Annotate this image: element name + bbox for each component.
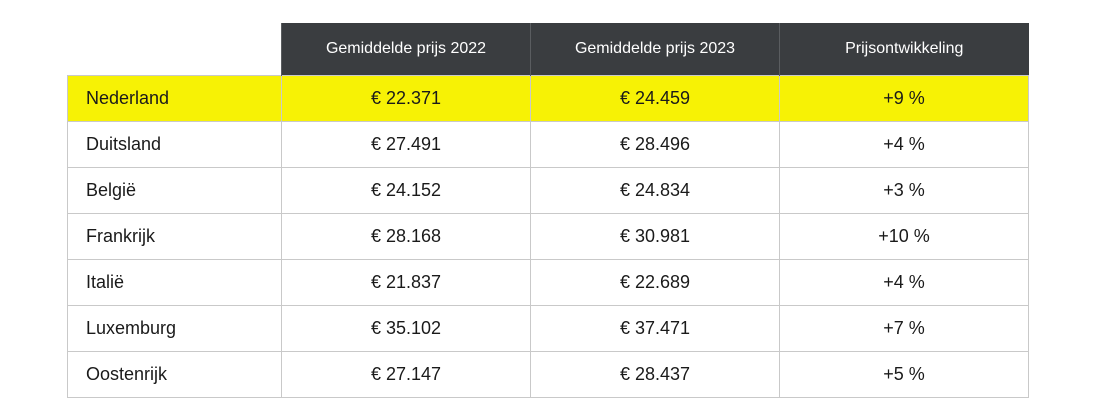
price-comparison-table: Gemiddelde prijs 2022 Gemiddelde prijs 2… (67, 23, 1029, 398)
price-2022-cell: € 21.837 (281, 259, 531, 306)
price-change-cell: +5 % (779, 351, 1029, 398)
price-2023-cell: € 37.471 (530, 305, 780, 352)
table-row: België € 24.152 € 24.834 +3 % (67, 167, 1029, 214)
country-cell: Frankrijk (67, 213, 282, 260)
price-2022-cell: € 27.147 (281, 351, 531, 398)
header-corner-cell (68, 23, 282, 76)
price-2022-cell: € 22.371 (281, 75, 531, 122)
table-body: Nederland € 22.371 € 24.459 +9 % Duitsla… (67, 75, 1029, 398)
price-2022-cell: € 24.152 (281, 167, 531, 214)
table-row: Italië € 21.837 € 22.689 +4 % (67, 259, 1029, 306)
country-cell: Italië (67, 259, 282, 306)
table-row: Oostenrijk € 27.147 € 28.437 +5 % (67, 351, 1029, 398)
price-change-cell: +9 % (779, 75, 1029, 122)
country-cell: Oostenrijk (67, 351, 282, 398)
price-2023-cell: € 30.981 (530, 213, 780, 260)
price-comparison-table-container: Gemiddelde prijs 2022 Gemiddelde prijs 2… (67, 23, 1029, 398)
header-row: Gemiddelde prijs 2022 Gemiddelde prijs 2… (68, 23, 1029, 76)
price-2023-cell: € 24.834 (530, 167, 780, 214)
country-cell: Luxemburg (67, 305, 282, 352)
price-2022-cell: € 28.168 (281, 213, 531, 260)
table-header: Gemiddelde prijs 2022 Gemiddelde prijs 2… (68, 23, 1029, 76)
price-2023-cell: € 28.496 (530, 121, 780, 168)
country-cell: Duitsland (67, 121, 282, 168)
price-change-cell: +10 % (779, 213, 1029, 260)
header-price-2023: Gemiddelde prijs 2023 (530, 23, 780, 76)
header-price-2022: Gemiddelde prijs 2022 (281, 23, 531, 76)
table-row: Duitsland € 27.491 € 28.496 +4 % (67, 121, 1029, 168)
table-row: Luxemburg € 35.102 € 37.471 +7 % (67, 305, 1029, 352)
price-2023-cell: € 28.437 (530, 351, 780, 398)
price-change-cell: +4 % (779, 259, 1029, 306)
country-cell: België (67, 167, 282, 214)
price-2023-cell: € 24.459 (530, 75, 780, 122)
table-row: Frankrijk € 28.168 € 30.981 +10 % (67, 213, 1029, 260)
price-2022-cell: € 27.491 (281, 121, 531, 168)
price-2022-cell: € 35.102 (281, 305, 531, 352)
country-cell: Nederland (67, 75, 282, 122)
price-change-cell: +7 % (779, 305, 1029, 352)
table-row: Nederland € 22.371 € 24.459 +9 % (67, 75, 1029, 122)
header-price-change: Prijsontwikkeling (779, 23, 1029, 76)
price-change-cell: +3 % (779, 167, 1029, 214)
price-2023-cell: € 22.689 (530, 259, 780, 306)
price-change-cell: +4 % (779, 121, 1029, 168)
